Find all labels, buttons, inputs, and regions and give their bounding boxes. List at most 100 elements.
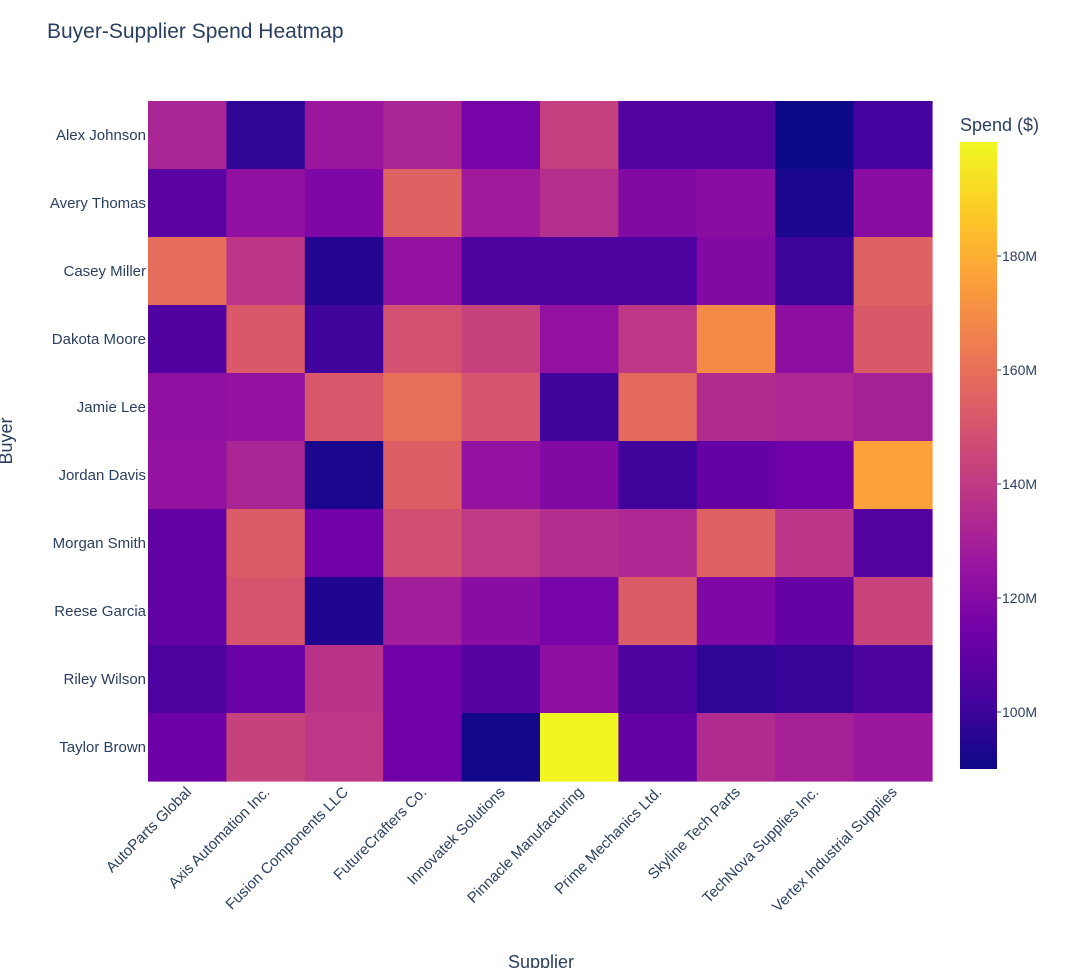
heatmap-cell <box>618 509 698 578</box>
x-tick-label: Vertex Industrial Supplies <box>769 784 901 916</box>
chart-title: Buyer-Supplier Spend Heatmap <box>47 20 344 43</box>
heatmap-cell <box>696 713 776 782</box>
colorbar-tick-label: 140M <box>1002 476 1037 492</box>
x-tick-label: AutoParts Global <box>103 784 195 876</box>
heatmap-cell <box>304 509 384 578</box>
heatmap-cell <box>775 169 855 238</box>
heatmap-cell <box>696 577 776 646</box>
heatmap-cell <box>226 577 306 646</box>
heatmap-cell <box>853 237 933 306</box>
heatmap-cell <box>383 169 463 238</box>
heatmap-cell <box>853 441 933 510</box>
colorbar-tick-label: 160M <box>1002 362 1037 378</box>
heatmap-cell <box>775 577 855 646</box>
heatmap-cell <box>148 237 227 306</box>
heatmap-cell <box>304 577 384 646</box>
heatmap-cell <box>696 441 776 510</box>
colorbar-ticks: 100M 120M 140M 160M 180M <box>997 248 1037 720</box>
heatmap-cell <box>618 169 698 238</box>
heatmap-cell <box>775 101 855 170</box>
heatmap-cell <box>618 101 698 170</box>
colorbar <box>960 142 997 769</box>
heatmap-cell <box>696 169 776 238</box>
heatmap-cell <box>696 237 776 306</box>
heatmap-cell <box>383 441 463 510</box>
heatmap-cell <box>853 713 933 782</box>
heatmap-cell <box>540 713 619 782</box>
heatmap-cell <box>383 101 463 170</box>
heatmap-cell <box>540 645 619 714</box>
heatmap-cell <box>853 373 933 442</box>
heatmap-cell <box>383 373 463 442</box>
heatmap-cell <box>148 305 227 374</box>
heatmap-cell <box>148 373 227 442</box>
heatmap-cell <box>226 373 306 442</box>
heatmap-cell <box>304 441 384 510</box>
heatmap-cell <box>853 305 933 374</box>
heatmap-cell <box>461 441 541 510</box>
heatmap-cell <box>540 373 619 442</box>
y-tick-label: Alex Johnson <box>56 127 146 144</box>
heatmap-cell <box>696 101 776 170</box>
heatmap-cell <box>304 101 384 170</box>
heatmap-cell <box>540 305 619 374</box>
heatmap-cell <box>304 305 384 374</box>
heatmap-cell <box>461 169 541 238</box>
heatmap-cell <box>696 509 776 578</box>
heatmap-cell <box>148 441 227 510</box>
y-axis-ticks: Alex Johnson Avery Thomas Casey Miller Dako… <box>50 127 147 756</box>
heatmap-cell <box>226 645 306 714</box>
heatmap-cell <box>148 713 227 782</box>
heatmap-cell <box>148 169 227 238</box>
heatmap-cell <box>226 101 306 170</box>
heatmap-cell <box>540 169 619 238</box>
heatmap-cell <box>304 169 384 238</box>
heatmap-cell <box>775 237 855 306</box>
y-axis-title: Buyer <box>0 417 16 464</box>
heatmap-cells <box>148 101 933 782</box>
heatmap-cell <box>148 577 227 646</box>
heatmap-cell <box>540 101 619 170</box>
y-tick-label: Taylor Brown <box>59 739 146 756</box>
heatmap-cell <box>226 237 306 306</box>
heatmap-cell <box>226 169 306 238</box>
heatmap-cell <box>461 373 541 442</box>
x-axis-title: Supplier <box>508 952 574 968</box>
heatmap-cell <box>383 645 463 714</box>
heatmap-cell <box>226 441 306 510</box>
heatmap-cell <box>461 713 541 782</box>
y-tick-label: Dakota Moore <box>52 331 146 348</box>
heatmap-cell <box>540 577 619 646</box>
y-tick-label: Morgan Smith <box>53 535 146 552</box>
heatmap-cell <box>226 713 306 782</box>
heatmap-cell <box>461 577 541 646</box>
heatmap-cell <box>696 373 776 442</box>
heatmap-cell <box>383 305 463 374</box>
heatmap-cell <box>461 645 541 714</box>
heatmap-cell <box>383 237 463 306</box>
heatmap-cell <box>540 509 619 578</box>
heatmap-cell <box>461 305 541 374</box>
heatmap-cell <box>461 509 541 578</box>
heatmap-cell <box>775 509 855 578</box>
heatmap-cell <box>304 373 384 442</box>
heatmap-cell <box>461 101 541 170</box>
heatmap-cell <box>304 645 384 714</box>
heatmap-cell <box>696 305 776 374</box>
heatmap-cell <box>853 645 933 714</box>
heatmap-cell <box>853 101 933 170</box>
heatmap-cell <box>148 509 227 578</box>
heatmap-cell <box>618 441 698 510</box>
y-tick-label: Riley Wilson <box>63 671 146 688</box>
colorbar-title: Spend ($) <box>960 115 1039 135</box>
heatmap-cell <box>618 713 698 782</box>
heatmap-cell <box>775 305 855 374</box>
heatmap-cell <box>618 237 698 306</box>
heatmap-cell <box>775 645 855 714</box>
heatmap-cell <box>618 305 698 374</box>
heatmap-cell <box>853 509 933 578</box>
heatmap-cell <box>226 305 306 374</box>
